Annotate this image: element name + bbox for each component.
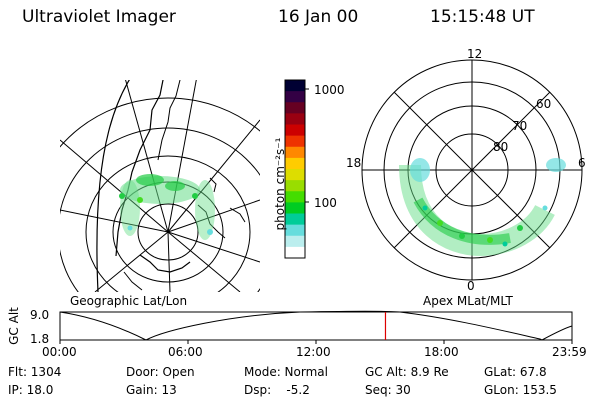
alt-ymin: 1.8 [30,332,50,346]
mlat-label-60: 60 [536,97,552,111]
polar-aurora-emission [399,158,566,257]
info-door: Door: Open [126,365,195,379]
instrument-title: Ultraviolet Imager [22,7,176,27]
colorbar-band [285,169,305,181]
info-dsp: Dsp: -5.2 [244,383,310,397]
map-aurora-emission [119,174,215,240]
info-ip: IP: 18.0 [8,383,54,397]
mlat-label-80: 80 [493,140,509,154]
date-label: 16 Jan 00 [278,7,359,27]
polar-panel-label: Apex MLat/MLT [423,294,513,308]
alt-ylabel: GC Alt [7,307,21,345]
alt-xtick-1800: 18:00 [424,345,459,359]
colorbar-label-100: 100 [314,196,337,210]
colorbar-band [285,124,305,137]
colorbar-band [285,246,305,259]
info-mode: Mode: Normal [244,365,328,379]
info-seq: Seq: 30 [365,383,411,397]
colorbar-band [285,235,305,248]
altitude-plot [59,310,573,344]
mlat-label-70: 70 [512,119,528,133]
colorbar-band [285,202,305,214]
mlt-label-6: 6 [578,156,586,170]
time-label: 15:15:48 UT [430,7,535,27]
colorbar-frame [284,79,306,259]
colorbar-band [285,135,305,148]
colorbar-band [285,80,305,92]
alt-xtick-2359: 23:59 [552,345,587,359]
map-panel-label: Geographic Lat/Lon [70,294,188,308]
info-gain: Gain: 13 [126,383,177,397]
colorbar-band [285,157,305,170]
mlt-label-0: 0 [467,279,475,293]
info-gc-alt: GC Alt: 8.9 Re [365,365,449,379]
colorbar-band [285,102,305,114]
colorbar-band [285,224,305,237]
info-glon: GLon: 153.5 [484,383,557,397]
alt-xtick-0600: 06:00 [168,345,203,359]
colorbar-band [285,146,305,159]
colorbar-unit-label: photon cm⁻²s⁻¹ [273,137,287,231]
alt-ymax: 9.0 [30,308,50,322]
mlt-label-18: 18 [346,156,362,170]
colorbar-band [285,113,305,125]
colorbar-band [285,91,305,103]
info-glat: GLat: 67.8 [484,365,547,379]
colorbar-band [285,180,305,192]
colorbar-band [285,213,305,226]
colorbar [285,80,305,259]
alt-xtick-0000: 00:00 [42,345,77,359]
alt-xtick-1200: 12:00 [296,345,331,359]
mlt-label-12: 12 [467,47,483,61]
info-flight: Flt: 1304 [8,365,62,379]
colorbar-label-1000: 1000 [314,83,345,97]
colorbar-band [285,191,305,203]
